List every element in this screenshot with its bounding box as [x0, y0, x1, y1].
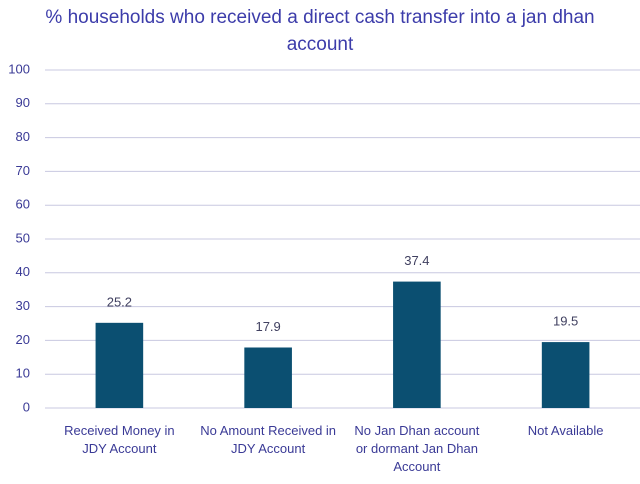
y-tick-label: 10 [16, 366, 30, 381]
chart-title: % households who received a direct cash … [45, 7, 595, 55]
y-tick-label: 70 [16, 163, 30, 178]
y-tick-label: 30 [16, 298, 30, 313]
bar [541, 342, 590, 408]
y-tick-label: 40 [16, 264, 30, 279]
y-tick-label: 60 [16, 197, 30, 212]
y-tick-label: 90 [16, 95, 30, 110]
bar [393, 281, 441, 408]
data-label: 25.2 [107, 294, 132, 309]
data-label: 17.9 [255, 319, 280, 334]
x-tick-label: No Amount Received in JDY Account [200, 423, 337, 456]
y-tick-label: 80 [16, 129, 30, 144]
data-label: 37.4 [404, 253, 429, 268]
bar [244, 347, 292, 408]
y-tick-label: 50 [16, 230, 30, 245]
x-tick-label: No Jan Dhan account or dormant Jan Dhan … [354, 423, 480, 474]
y-tick-label: 100 [8, 61, 30, 76]
x-tick-label: Received Money in JDY Account [64, 423, 175, 456]
bar [95, 322, 144, 408]
x-tick-label: Not Available [527, 423, 604, 438]
data-label: 19.5 [553, 314, 578, 329]
y-tick-label: 0 [23, 399, 30, 414]
y-tick-label: 20 [16, 332, 30, 347]
